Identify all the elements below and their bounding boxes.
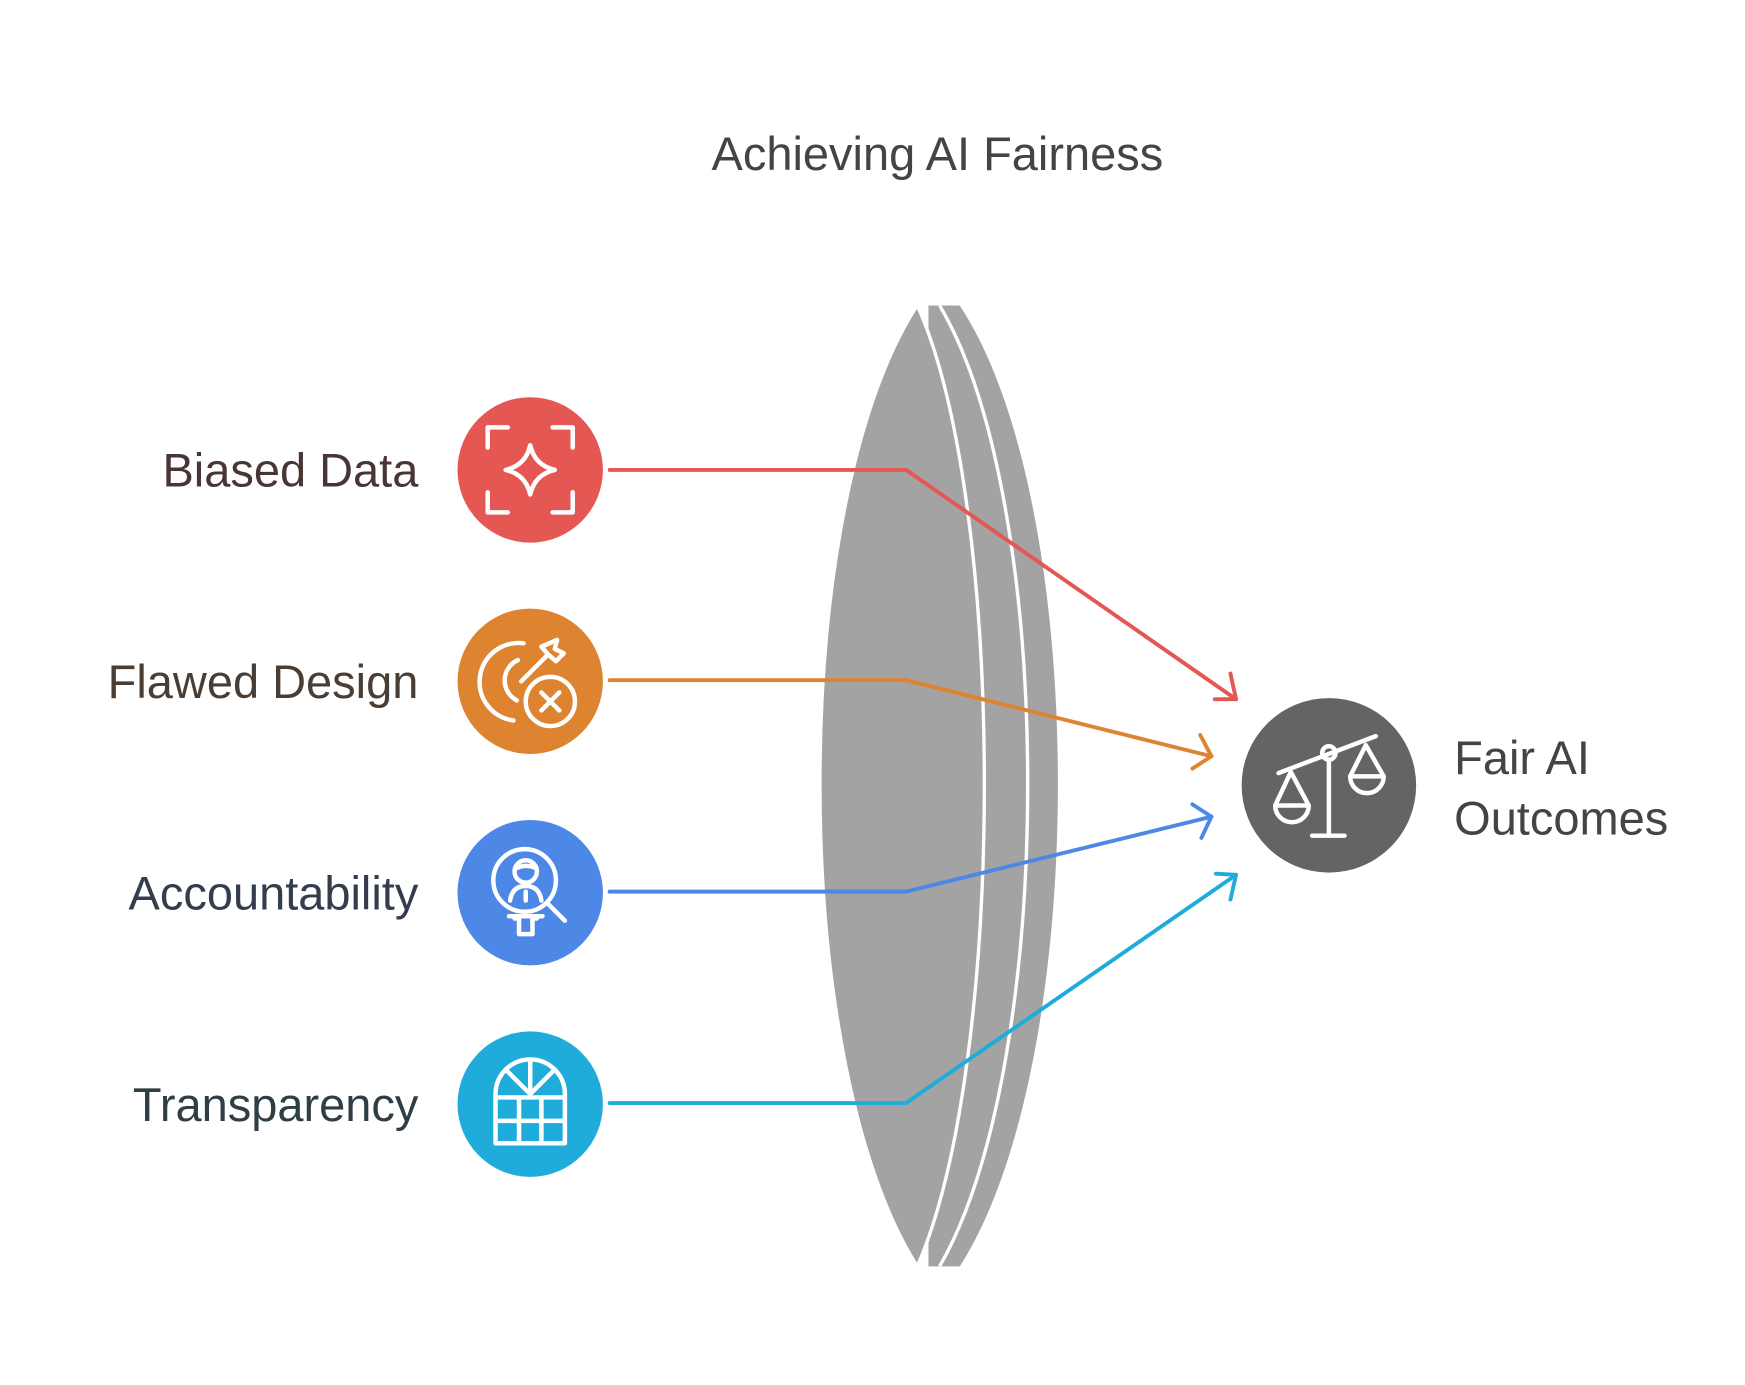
person-magnifier-icon [491,846,568,937]
target-miss-icon [477,637,578,729]
focus-sparkle-icon [485,425,575,515]
arched-window-icon [493,1057,568,1146]
input-label: Flawed Design [108,655,419,708]
balance-scale-icon [1272,733,1386,838]
connector-accountability [607,802,1214,894]
output-fair-ai-outcomes: Fair AI Outcomes [1241,698,1668,873]
input-flawed-design: Flawed Design [108,608,603,755]
connector-biased-data [607,467,1238,702]
input-transparency: Transparency [133,1031,603,1177]
input-label: Biased Data [162,444,419,497]
connector-transparency [607,871,1238,1105]
diagram-title: Achieving AI Fairness [712,127,1164,180]
input-label: Accountability [129,867,419,920]
connector-flawed-design [607,678,1214,771]
input-label: Transparency [133,1078,419,1131]
input-accountability: Accountability [129,820,603,966]
output-label-line2: Outcomes [1454,792,1668,845]
input-circle [457,820,603,966]
input-circle [457,1031,603,1177]
input-circle [457,397,603,543]
output-label-line1: Fair AI [1454,731,1590,784]
lens [818,301,1058,1270]
input-biased-data: Biased Data [162,397,603,543]
